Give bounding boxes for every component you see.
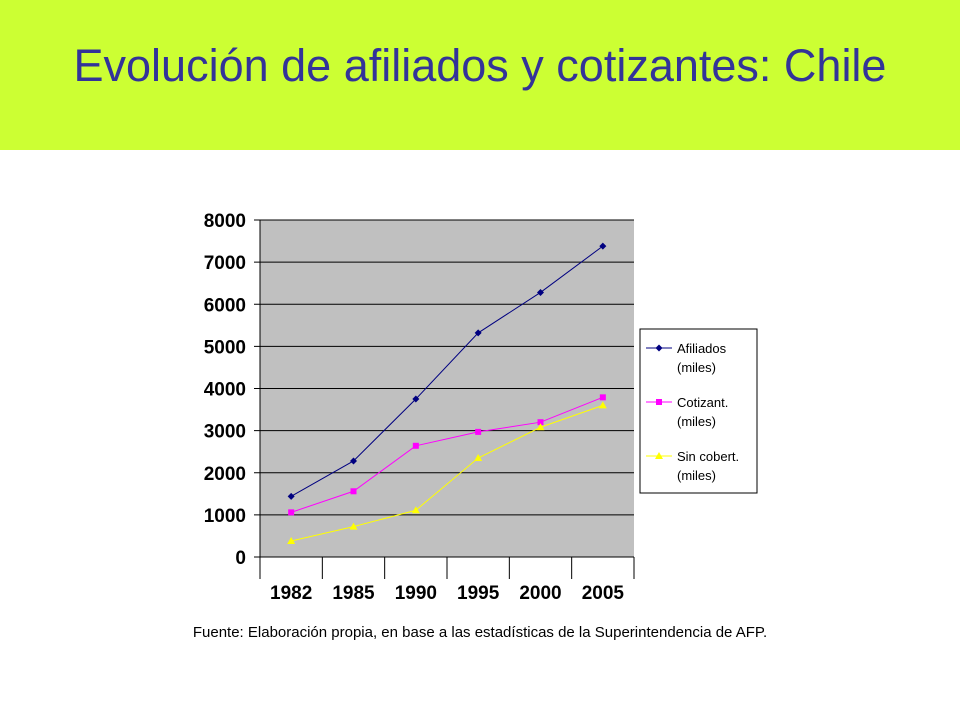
y-tick-label: 5000: [204, 337, 246, 358]
legend-box: [639, 328, 758, 494]
y-tick-label: 1000: [204, 506, 246, 527]
data-point-s0-2: [412, 395, 420, 403]
data-point-s0-5: [599, 242, 607, 250]
source-note: Fuente: Elaboración propia, en base a la…: [192, 624, 768, 641]
y-tick-label: 8000: [204, 211, 246, 232]
legend-label: Cotizant.: [677, 395, 728, 410]
data-point-s0-0: [287, 492, 295, 500]
legend-marker-1: [656, 399, 662, 405]
legend-label: (miles): [677, 360, 716, 375]
data-point-s0-3: [474, 329, 482, 337]
legend: Afiliados (miles) Cotizant. (miles) Sin cobe…: [639, 328, 758, 494]
plot-area: 0 1000 2000 3000 4000 5000 6000 7000 8000 1982 198…: [204, 211, 635, 604]
legend-label: (miles): [677, 414, 716, 429]
x-tick-label: 1995: [457, 583, 500, 604]
data-point-s1-1: [350, 488, 357, 495]
x-tick-label: 1990: [395, 583, 437, 604]
y-tick-label: 0: [235, 548, 246, 569]
y-tick-label: 3000: [204, 422, 246, 443]
y-tick-label: 4000: [204, 380, 246, 401]
x-tick-label: 2000: [519, 583, 561, 604]
x-tick-label: 1982: [270, 583, 312, 604]
data-point-s0-4: [537, 288, 544, 296]
legend-label: (miles): [677, 468, 716, 483]
x-tick-label: 2005: [582, 583, 625, 604]
data-point-s2-0: [287, 536, 296, 544]
legend-label: Sin cobert.: [677, 449, 739, 464]
data-point-s2-1: [349, 522, 358, 530]
x-tick-label: 1985: [332, 583, 375, 604]
series-line-2: [291, 404, 603, 542]
data-point-s1-4: [537, 419, 544, 426]
series-line-0: [290, 245, 604, 497]
legend-marker-2: [655, 452, 663, 459]
data-point-s1-0: [288, 509, 295, 516]
data-point-s2-2: [411, 506, 420, 514]
data-point-s2-3: [474, 454, 483, 462]
data-point-s1-3: [475, 428, 482, 435]
data-point-s0-1: [350, 457, 357, 465]
title-band: [0, 0, 960, 150]
data-point-s1-2: [412, 442, 419, 449]
legend-marker-0: [655, 344, 663, 352]
y-tick-label: 7000: [204, 253, 246, 274]
y-tick-label: 2000: [204, 464, 246, 485]
data-point-s2-4: [536, 423, 545, 431]
slide-title: Evolución de afiliados y cotizantes: Chi…: [73, 40, 887, 91]
y-tick-label: 6000: [204, 295, 246, 316]
legend-label: Afiliados: [677, 341, 727, 356]
series-line-1: [291, 396, 604, 513]
data-point-s1-5: [599, 394, 606, 401]
data-point-s2-5: [598, 401, 607, 409]
